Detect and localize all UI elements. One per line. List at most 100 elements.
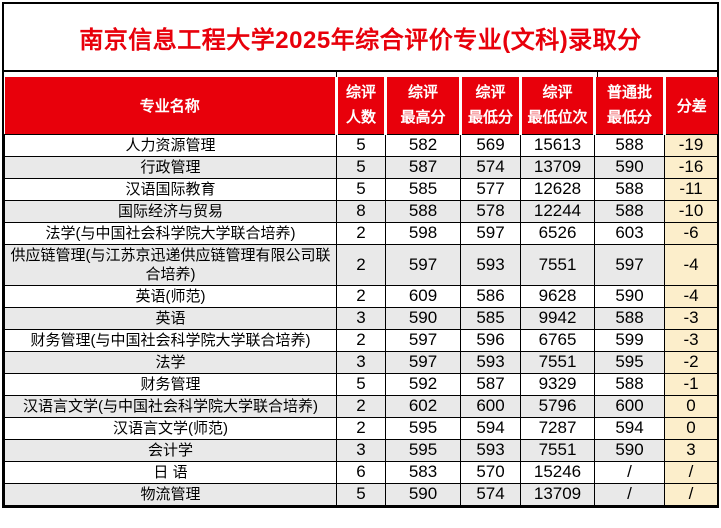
major-name-cell: 国际经济与贸易	[4, 199, 337, 223]
col-header-label: 最低分	[467, 109, 513, 127]
table-row: 汉语言文学(师范) 2 595 594 7287 594 0	[4, 416, 718, 440]
col-header-min-rank: 综评 最低位次	[520, 77, 596, 134]
count-cell: 8	[336, 199, 386, 223]
min-score-cell: 578	[460, 199, 521, 223]
table-row: 会计学 3 595 593 7551 590 3	[4, 438, 718, 462]
diff-cell: 0	[664, 416, 718, 440]
diff-cell: /	[664, 482, 718, 506]
max-score-cell: 590	[385, 306, 461, 330]
major-name-cell: 日 语	[4, 460, 337, 484]
col-header-label: 综评	[542, 84, 573, 102]
table-row: 财务管理 5 592 587 9329 588 -1	[4, 372, 718, 396]
count-cell: 3	[336, 306, 386, 330]
count-cell: 2	[336, 284, 386, 308]
major-name-cell: 物流管理	[4, 482, 337, 506]
min-rank-cell: 15246	[520, 460, 595, 484]
regular-min-cell: 590	[594, 438, 665, 462]
count-cell: 2	[336, 221, 386, 245]
col-header-label: 最高分	[400, 109, 446, 127]
min-score-cell: 600	[460, 394, 521, 418]
min-rank-cell: 12244	[520, 199, 595, 223]
min-score-cell: 596	[460, 328, 521, 352]
min-rank-cell: 5796	[520, 394, 595, 418]
table-row: 国际经济与贸易 8 588 578 12244 588 -10	[4, 199, 718, 223]
diff-cell: -11	[664, 177, 718, 201]
major-name-cell: 供应链管理(与江苏京迅递供应链管理有限公司联合培养)	[4, 243, 337, 286]
count-cell: 2	[336, 394, 386, 418]
min-score-cell: 593	[460, 438, 521, 462]
regular-min-cell: 588	[594, 372, 665, 396]
regular-min-cell: /	[594, 482, 665, 506]
min-score-cell: 570	[460, 460, 521, 484]
regular-min-cell: 597	[594, 243, 665, 286]
table-header: 专业名称 综评 人数 综评 最高分 综评 最低分 综评 最低位次	[4, 77, 718, 134]
col-header-label: 综评	[407, 84, 438, 102]
max-score-cell: 595	[385, 438, 461, 462]
major-name-cell: 行政管理	[4, 155, 337, 179]
diff-cell: -2	[664, 350, 718, 374]
col-header-label: 人数	[345, 109, 376, 127]
major-name-cell: 汉语言文学(师范)	[4, 416, 337, 440]
regular-min-cell: /	[594, 460, 665, 484]
col-header-label: 最低分	[606, 109, 652, 127]
col-header-min-score: 综评 最低分	[460, 77, 522, 134]
count-cell: 5	[336, 133, 386, 157]
max-score-cell: 588	[385, 199, 461, 223]
min-rank-cell: 13709	[520, 155, 595, 179]
min-score-cell: 574	[460, 482, 521, 506]
diff-cell: -3	[664, 306, 718, 330]
regular-min-cell: 588	[594, 199, 665, 223]
regular-min-cell: 599	[594, 328, 665, 352]
table-row: 物流管理 5 590 574 13709//	[4, 482, 718, 506]
max-score-cell: 598	[385, 221, 461, 245]
regular-min-cell: 600	[594, 394, 665, 418]
diff-cell: -3	[664, 328, 718, 352]
page-title: 南京信息工程大学2025年综合评价专业(文科)录取分	[79, 26, 642, 54]
max-score-cell: 585	[385, 177, 461, 201]
major-name-cell: 法学(与中国社会科学院大学联合培养)	[4, 221, 337, 245]
max-score-cell: 609	[385, 284, 461, 308]
table-row: 财务管理(与中国社会科学院大学联合培养) 2 597 596 6765 599 -3	[4, 328, 718, 352]
diff-cell: /	[664, 460, 718, 484]
min-rank-cell: 13709	[520, 482, 595, 506]
min-score-cell: 593	[460, 350, 521, 374]
max-score-cell: 597	[385, 350, 461, 374]
table-row: 汉语言文学(与中国社会科学院大学联合培养) 2 602 600 5796 600 0	[4, 394, 718, 418]
col-header-regular-min: 普通批 最低分	[594, 77, 666, 134]
max-score-cell: 583	[385, 460, 461, 484]
max-score-cell: 597	[385, 243, 461, 286]
table-row: 汉语国际教育 5 585 577 12628 588 -11	[4, 177, 718, 201]
min-rank-cell: 15613	[520, 133, 595, 157]
diff-cell: -6	[664, 221, 718, 245]
max-score-cell: 590	[385, 482, 461, 506]
table-row: 法学(与中国社会科学院大学联合培养) 2 598 597 6526 603 -6	[4, 221, 718, 245]
min-rank-cell: 7287	[520, 416, 595, 440]
diff-cell: -10	[664, 199, 718, 223]
table-row: 英语(师范) 2 609 586 9628 590 -4	[4, 284, 718, 308]
regular-min-cell: 595	[594, 350, 665, 374]
count-cell: 2	[336, 328, 386, 352]
min-score-cell: 577	[460, 177, 521, 201]
title-header-gap	[4, 72, 717, 77]
grid-stub	[597, 72, 598, 77]
table-row: 行政管理 5 587 574 13709 590 -16	[4, 155, 718, 179]
table-row: 法学 3 597 593 7551 595 -2	[4, 350, 718, 374]
min-rank-cell: 6526	[520, 221, 595, 245]
admission-score-table: 专业名称 综评 人数 综评 最高分 综评 最低分 综评 最低位次	[4, 77, 718, 506]
regular-min-cell: 594	[594, 416, 665, 440]
count-cell: 5	[336, 482, 386, 506]
min-score-cell: 585	[460, 306, 521, 330]
col-header-label: 综评	[345, 84, 376, 102]
major-name-cell: 英语(师范)	[4, 284, 337, 308]
col-header-major: 专业名称	[4, 77, 338, 134]
major-name-cell: 人力资源管理	[4, 133, 337, 157]
major-name-cell: 会计学	[4, 438, 337, 462]
diff-cell: 0	[664, 394, 718, 418]
major-name-cell: 法学	[4, 350, 337, 374]
max-score-cell: 592	[385, 372, 461, 396]
col-header-diff: 分差	[664, 77, 718, 134]
min-rank-cell: 9942	[520, 306, 595, 330]
count-cell: 5	[336, 372, 386, 396]
diff-cell: -1	[664, 372, 718, 396]
min-rank-cell: 9329	[520, 372, 595, 396]
